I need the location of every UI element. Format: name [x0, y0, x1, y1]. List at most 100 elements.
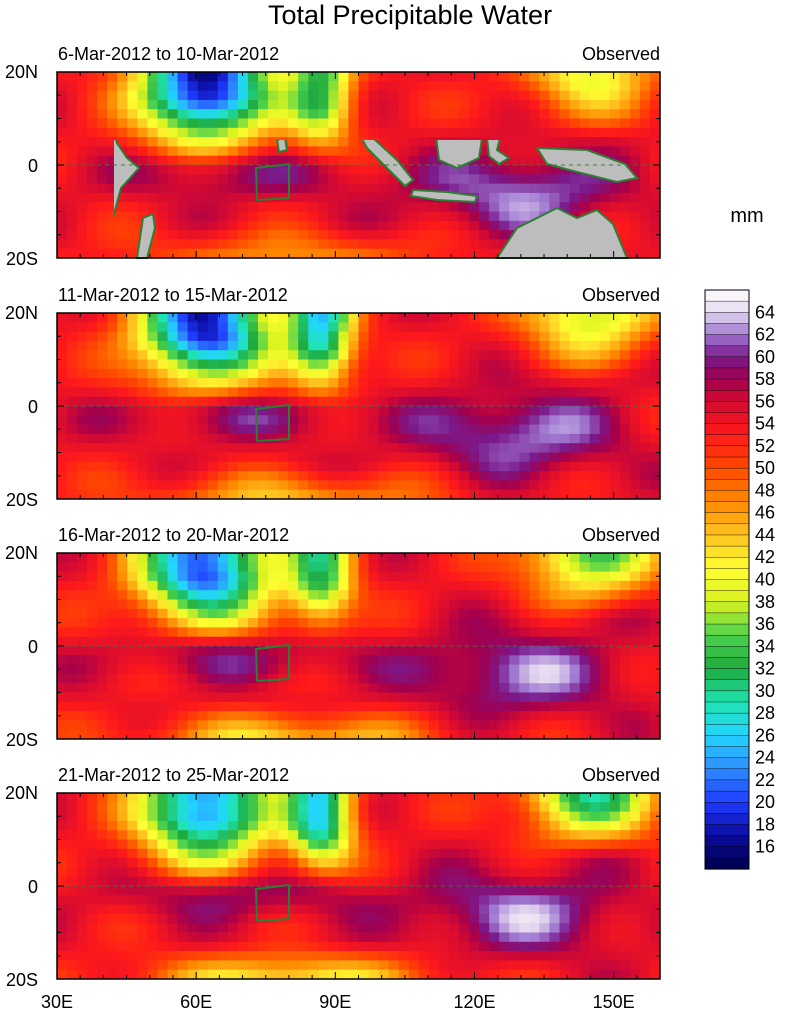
field-cell	[167, 876, 179, 887]
field-cell	[247, 99, 259, 110]
field-cell	[619, 646, 631, 656]
field-cell	[217, 211, 229, 222]
field-cell	[639, 701, 651, 712]
field-cell	[217, 820, 229, 831]
field-cell	[438, 239, 450, 250]
field-cell	[599, 820, 611, 831]
field-cell	[268, 415, 279, 426]
field-cell	[489, 387, 500, 398]
field-cell	[67, 396, 78, 407]
field-cell	[459, 81, 470, 92]
field-cell	[378, 960, 390, 971]
field-cell	[549, 72, 561, 82]
field-cell	[268, 72, 279, 82]
field-cell	[298, 202, 309, 213]
field-cell	[268, 461, 279, 472]
field-cell	[489, 331, 500, 342]
field-cell	[639, 220, 651, 231]
field-cell	[459, 802, 470, 813]
field-cell	[519, 90, 530, 101]
field-cell	[308, 608, 319, 619]
field-cell	[358, 932, 370, 943]
field-cell	[127, 848, 138, 859]
field-cell	[157, 608, 169, 619]
field-cell	[388, 627, 400, 638]
field-cell	[278, 415, 289, 426]
field-cell	[278, 802, 289, 813]
field-cell	[77, 368, 88, 379]
field-cell	[579, 904, 591, 915]
field-cell	[408, 590, 420, 601]
field-cell	[177, 729, 189, 739]
field-cell	[509, 811, 520, 822]
field-cell	[187, 802, 199, 813]
field-cell	[258, 711, 269, 721]
field-cell	[278, 230, 289, 240]
field-cell	[378, 793, 390, 803]
field-cell	[489, 729, 500, 739]
field-cell	[298, 461, 309, 472]
field-cell	[469, 923, 480, 934]
field-cell	[469, 711, 480, 721]
field-cell	[599, 350, 611, 361]
field-cell	[499, 387, 510, 398]
field-cell	[227, 480, 239, 491]
field-cell	[459, 174, 470, 185]
field-cell	[398, 664, 410, 675]
field-cell	[217, 960, 229, 971]
field-cell	[569, 729, 581, 739]
field-cell	[438, 553, 450, 563]
field-cell	[378, 664, 390, 675]
field-cell	[117, 848, 128, 859]
field-cell	[67, 183, 78, 194]
field-cell	[227, 415, 239, 426]
field-cell	[358, 830, 370, 841]
field-cell	[378, 913, 390, 924]
field-cell	[519, 923, 530, 934]
field-cell	[579, 969, 591, 979]
field-cell	[97, 636, 108, 647]
field-cell	[127, 951, 138, 961]
field-cell	[167, 599, 179, 610]
field-cell	[137, 655, 149, 666]
field-cell	[227, 331, 239, 342]
field-cell	[177, 830, 189, 841]
field-cell	[519, 913, 530, 924]
field-cell	[318, 471, 329, 481]
field-cell	[177, 81, 189, 92]
field-cell	[589, 711, 601, 721]
field-cell	[629, 720, 641, 731]
field-cell	[197, 895, 209, 906]
field-cell	[258, 387, 269, 398]
field-cell	[227, 183, 239, 194]
field-cell	[609, 673, 621, 684]
field-cell	[137, 202, 149, 213]
field-cell	[408, 155, 420, 166]
field-cell	[448, 636, 460, 647]
field-cell	[97, 932, 108, 943]
field-cell	[167, 664, 179, 675]
field-cell	[509, 109, 520, 120]
field-cell	[529, 830, 540, 841]
field-cell	[137, 913, 149, 924]
field-cell	[519, 904, 530, 915]
field-cell	[298, 599, 309, 610]
field-cell	[428, 923, 440, 934]
field-cell	[428, 904, 440, 915]
field-cell	[438, 941, 450, 952]
field-cell	[629, 146, 641, 157]
field-cell	[197, 461, 209, 472]
field-cell	[298, 220, 309, 231]
field-cell	[489, 183, 500, 194]
field-cell	[509, 673, 520, 684]
field-cell	[469, 340, 480, 351]
field-cell	[509, 322, 520, 333]
field-cell	[77, 876, 88, 887]
field-cell	[539, 673, 551, 684]
field-cell	[519, 867, 530, 878]
field-cell	[559, 627, 571, 638]
field-cell	[388, 673, 400, 684]
field-cell	[418, 239, 430, 250]
field-cell	[77, 211, 88, 222]
field-cell	[589, 720, 601, 731]
